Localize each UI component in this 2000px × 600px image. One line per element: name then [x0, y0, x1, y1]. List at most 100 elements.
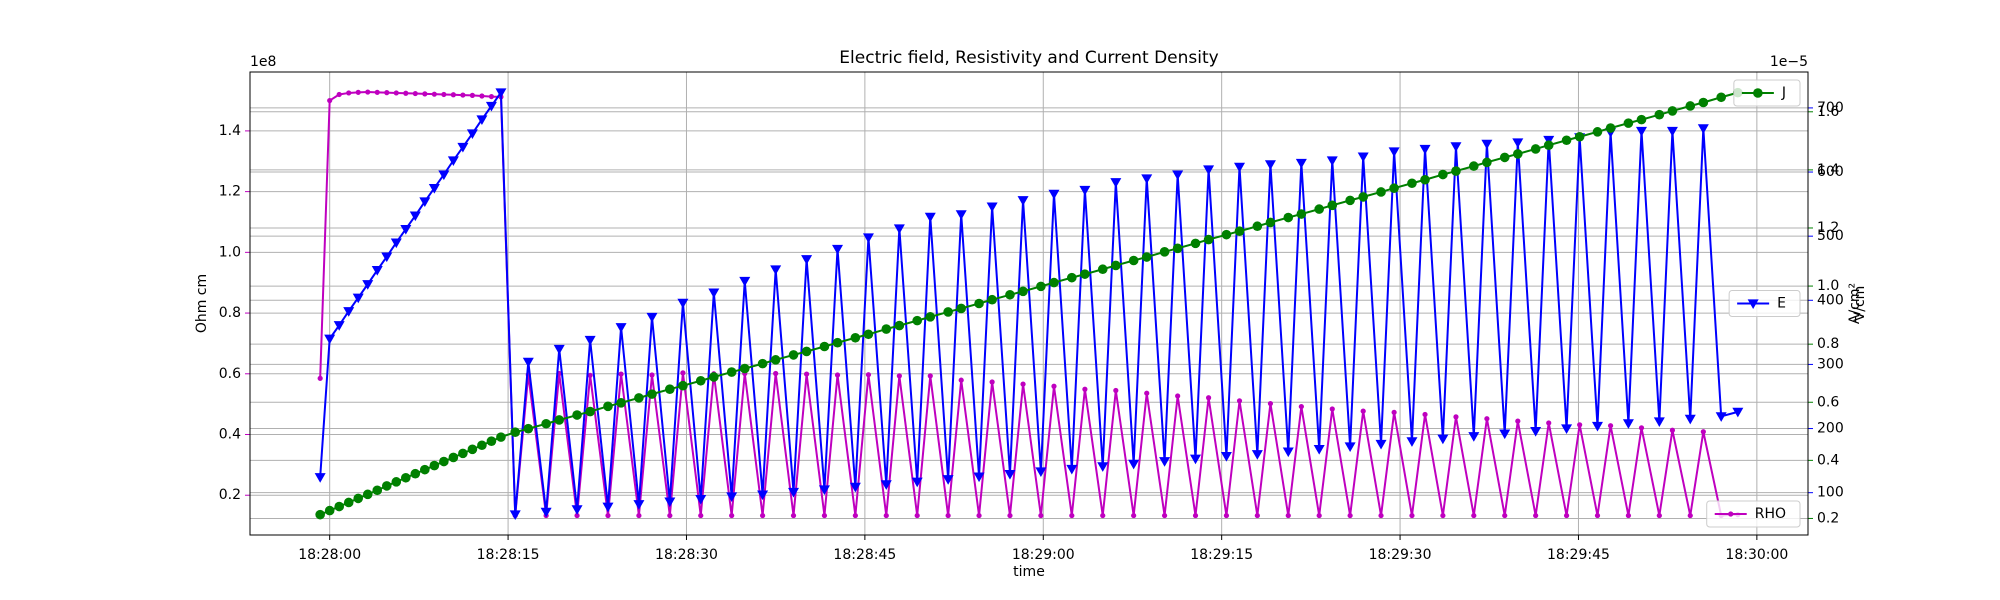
marker: [729, 512, 735, 519]
marker: [495, 88, 507, 99]
marker: [896, 373, 902, 379]
marker: [757, 358, 768, 369]
marker: [911, 477, 923, 488]
marker: [1530, 426, 1542, 437]
marker: [912, 315, 923, 326]
marker: [680, 370, 686, 376]
y-tick-label: 0.8: [219, 305, 241, 321]
marker: [1451, 166, 1461, 176]
marker: [739, 363, 750, 374]
marker: [1314, 204, 1324, 214]
marker: [1175, 393, 1181, 399]
marker: [448, 452, 459, 463]
legend: RHO: [1706, 500, 1801, 528]
marker: [865, 372, 872, 378]
marker: [1264, 160, 1276, 170]
marker: [976, 512, 982, 519]
marker: [587, 372, 593, 378]
marker: [1007, 512, 1013, 519]
marker: [924, 212, 936, 223]
y-tick-label: 0.2: [219, 487, 241, 503]
marker: [850, 332, 861, 343]
marker: [1205, 395, 1212, 401]
y-tick-label: 0.2: [1817, 510, 1839, 526]
marker: [317, 375, 323, 381]
y-tick-label: 0.6: [1817, 394, 1839, 410]
marker: [362, 280, 374, 290]
marker: [1313, 444, 1325, 455]
y3-axis-label: A/cm²: [1847, 283, 1863, 324]
marker: [410, 468, 421, 479]
x-tick-label: 18:29:30: [1369, 547, 1432, 563]
marker: [476, 115, 488, 125]
marker: [1080, 269, 1090, 279]
marker: [1048, 189, 1060, 200]
marker: [372, 485, 383, 496]
marker: [1005, 289, 1015, 300]
marker: [603, 401, 613, 412]
legend-marker: [1753, 88, 1763, 98]
marker: [788, 487, 800, 498]
marker: [862, 233, 874, 243]
marker: [355, 89, 361, 95]
marker: [1440, 512, 1446, 519]
marker: [821, 512, 828, 519]
y-tick-label: 0.4: [1817, 452, 1839, 468]
marker: [467, 444, 478, 455]
y-axis-label: Ohm cm: [194, 274, 210, 333]
series-2: [315, 87, 1743, 520]
y-tick-label: 200: [1817, 421, 1844, 437]
marker: [1035, 467, 1047, 478]
marker: [974, 298, 984, 309]
marker: [1482, 157, 1492, 168]
marker: [801, 255, 813, 265]
marker: [1499, 152, 1510, 163]
marker: [343, 307, 355, 317]
marker: [1669, 427, 1676, 433]
y-tick-label: 1.6: [1817, 104, 1839, 120]
marker: [1252, 221, 1263, 232]
marker: [352, 293, 364, 304]
marker: [1450, 142, 1462, 152]
x-tick-label: 18:29:45: [1547, 547, 1610, 563]
marker: [615, 323, 627, 333]
marker: [371, 266, 383, 276]
marker: [466, 129, 478, 140]
marker: [1049, 277, 1059, 288]
marker: [540, 507, 552, 518]
marker: [1113, 387, 1119, 394]
marker: [522, 357, 534, 368]
marker: [832, 337, 843, 348]
chart-title: Electric field, Resistivity and Current …: [839, 48, 1218, 68]
marker: [1192, 512, 1199, 519]
marker: [958, 377, 964, 383]
y-tick-label: 1.0: [1817, 278, 1839, 294]
marker: [447, 156, 459, 166]
marker: [412, 90, 418, 97]
y-tick-label: 1.0: [219, 244, 241, 260]
marker: [1097, 264, 1108, 275]
marker: [1110, 178, 1122, 188]
marker: [832, 244, 844, 255]
series-line: [319, 91, 1738, 517]
marker: [343, 497, 354, 508]
marker: [1298, 403, 1304, 410]
marker: [574, 512, 580, 519]
marker: [554, 415, 565, 425]
marker: [1592, 127, 1603, 137]
marker: [863, 329, 874, 340]
marker: [1221, 229, 1232, 240]
marker: [1251, 450, 1263, 460]
marker: [1638, 425, 1645, 431]
marker: [584, 335, 596, 346]
y-tick-label: 0.4: [219, 427, 241, 443]
marker: [927, 373, 933, 379]
marker: [374, 89, 380, 95]
marker: [431, 91, 437, 97]
marker: [1388, 147, 1400, 158]
marker: [989, 379, 995, 385]
marker: [1697, 124, 1709, 134]
marker: [633, 500, 645, 510]
y-tick-label: 1.4: [219, 123, 241, 139]
x-tick-label: 18:28:45: [833, 547, 896, 563]
